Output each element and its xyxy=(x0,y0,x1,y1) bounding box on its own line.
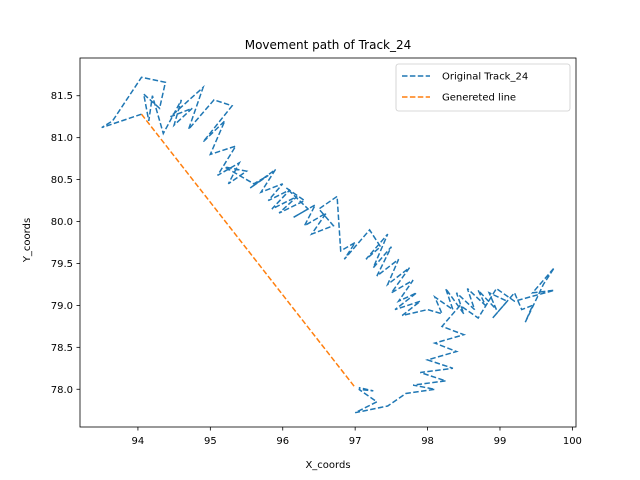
x-tick-label: 95 xyxy=(204,436,217,447)
x-tick-label: 96 xyxy=(276,436,289,447)
y-tick-label: 78.5 xyxy=(51,343,73,354)
series-line-generated-line xyxy=(140,113,356,389)
plot-frame xyxy=(79,57,577,428)
legend: Original Track_24 Genereted line xyxy=(395,63,571,112)
y-axis-label: Y_coords xyxy=(22,218,33,263)
y-tick-label: 79.5 xyxy=(51,259,73,270)
x-axis-ticks: 94 95 96 97 98 99 100 xyxy=(132,427,582,447)
legend-box xyxy=(395,63,571,112)
series-line-original-track xyxy=(101,76,555,414)
x-tick-label: 98 xyxy=(421,436,434,447)
x-tick-label: 97 xyxy=(349,436,362,447)
y-axis-ticks: 78.0 78.5 79.0 79.5 80.0 80.5 81.0 81.5 xyxy=(51,91,80,396)
y-tick-label: 80.5 xyxy=(51,175,73,186)
y-tick-label: 80.0 xyxy=(51,217,73,228)
y-tick-label: 79.0 xyxy=(51,301,73,312)
legend-label: Genereted line xyxy=(442,93,516,104)
x-tick-label: 100 xyxy=(563,436,582,447)
legend-label: Original Track_24 xyxy=(442,72,528,83)
y-tick-label: 78.0 xyxy=(51,385,73,396)
plot-area xyxy=(79,57,577,428)
x-axis-label: X_coords xyxy=(305,460,350,471)
y-tick-label: 81.5 xyxy=(51,91,73,102)
x-tick-label: 99 xyxy=(494,436,507,447)
x-tick-label: 94 xyxy=(132,436,145,447)
chart-title: Movement path of Track_24 xyxy=(245,38,412,52)
plot-background xyxy=(80,58,576,427)
y-tick-label: 81.0 xyxy=(51,133,73,144)
